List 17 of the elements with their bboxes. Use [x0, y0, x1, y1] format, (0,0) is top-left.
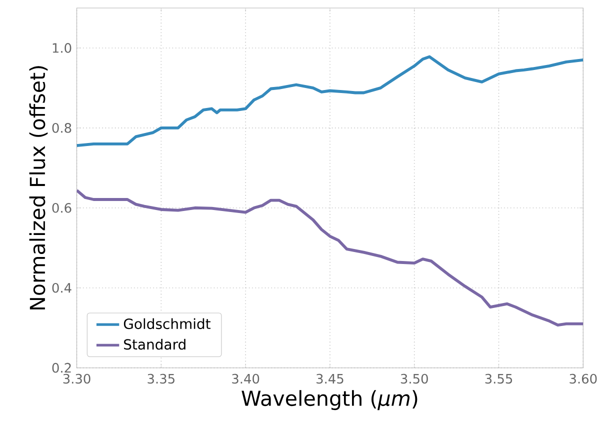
y-tick-label: 0.8 — [52, 123, 72, 134]
y-axis-title: Normalized Flux (offset) — [29, 66, 48, 310]
legend-label: Standard — [124, 339, 186, 350]
x-tick-label: 3.30 — [63, 374, 90, 384]
x-tick-label: 3.60 — [570, 374, 597, 384]
y-tick-label: 0.4 — [52, 283, 72, 293]
y-tick-label: 0.2 — [52, 363, 71, 373]
x-tick-label: 3.45 — [316, 374, 344, 384]
x-tick-label: 3.40 — [232, 374, 260, 384]
line-series — [76, 55, 584, 148]
y-tick-label: 1.0 — [52, 43, 72, 54]
y-tick-label: 0.6 — [52, 203, 72, 213]
x-axis-title: Wavelength (μm) — [242, 390, 418, 410]
x-tick-label: 3.55 — [485, 374, 512, 384]
legend-label: Goldschmidt — [124, 318, 210, 330]
x-tick-label: 3.50 — [400, 374, 428, 384]
x-tick-label: 3.35 — [148, 374, 174, 384]
